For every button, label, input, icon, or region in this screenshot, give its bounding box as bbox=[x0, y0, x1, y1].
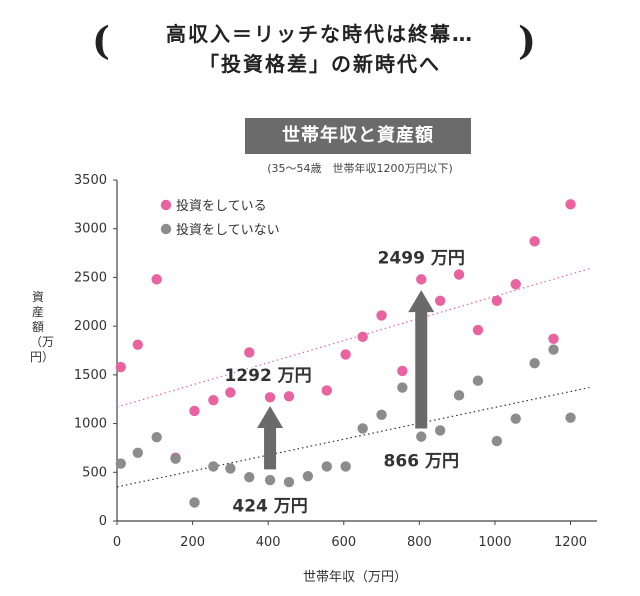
point-not-investing bbox=[376, 409, 387, 421]
point-investing bbox=[434, 295, 446, 307]
x-tick-label: 1000 bbox=[478, 535, 511, 550]
point-not-investing bbox=[472, 375, 484, 386]
point-not-investing bbox=[453, 390, 465, 401]
point-investing bbox=[472, 324, 484, 336]
value-annotation: 2499 万円 bbox=[378, 249, 465, 269]
y-tick-label: 3500 bbox=[74, 173, 107, 188]
point-not-investing bbox=[548, 344, 559, 355]
x-tick-label: 400 bbox=[256, 535, 281, 550]
point-investing bbox=[548, 333, 559, 345]
point-investing bbox=[491, 295, 503, 307]
y-axis-label: 資産額（万円） bbox=[30, 290, 55, 364]
y-tick-label: 2000 bbox=[74, 319, 107, 334]
close-paren: ) bbox=[518, 18, 536, 63]
point-investing bbox=[510, 279, 521, 290]
point-not-investing bbox=[357, 423, 368, 434]
point-not-investing bbox=[208, 461, 219, 472]
headline-line-2: 「投資格差」の新時代へ bbox=[199, 52, 441, 76]
point-investing bbox=[115, 361, 126, 373]
point-not-investing bbox=[115, 458, 126, 469]
point-investing bbox=[244, 347, 255, 358]
point-investing bbox=[189, 405, 200, 417]
legend-marker bbox=[160, 199, 172, 211]
x-axis-label: 世帯年収（万円） bbox=[302, 570, 407, 585]
point-not-investing bbox=[225, 463, 236, 474]
up-arrow bbox=[408, 290, 435, 429]
point-not-investing bbox=[434, 425, 446, 436]
headline: ( 高収入＝リッチな時代は終幕… 「投資格差」の新時代へ ) bbox=[0, 0, 640, 90]
chart-subtitle: (35〜54歳 世帯年収1200万円以下) bbox=[267, 162, 453, 175]
headline-line-1: 高収入＝リッチな時代は終幕… bbox=[166, 22, 474, 46]
point-not-investing bbox=[283, 476, 295, 488]
x-tick-label: 800 bbox=[407, 535, 432, 550]
y-tick-label: 500 bbox=[82, 465, 107, 480]
y-tick-label: 1000 bbox=[74, 417, 107, 432]
point-not-investing bbox=[321, 461, 332, 472]
value-annotation: 424 万円 bbox=[232, 497, 307, 517]
point-investing bbox=[397, 365, 408, 377]
point-not-investing bbox=[132, 447, 143, 458]
point-not-investing bbox=[151, 432, 162, 443]
y-tick-label: 3000 bbox=[74, 222, 107, 237]
point-investing bbox=[565, 199, 576, 210]
x-tick-label: 1200 bbox=[554, 535, 587, 550]
y-tick-label: 0 bbox=[99, 514, 107, 529]
trend-line-not-investing bbox=[116, 386, 590, 488]
point-not-investing bbox=[565, 412, 576, 423]
point-investing bbox=[416, 274, 427, 285]
point-investing bbox=[132, 339, 143, 350]
point-not-investing bbox=[302, 470, 314, 482]
point-not-investing bbox=[170, 453, 181, 464]
point-investing bbox=[225, 387, 236, 398]
open-paren: ( bbox=[92, 18, 110, 63]
point-investing bbox=[321, 385, 332, 396]
x-tick-label: 200 bbox=[180, 535, 205, 550]
value-annotation: 866 万円 bbox=[384, 452, 459, 472]
y-tick-label: 2500 bbox=[74, 270, 107, 285]
trend-line-investing bbox=[116, 268, 590, 408]
point-investing bbox=[340, 349, 351, 360]
legend-marker bbox=[160, 223, 172, 235]
point-not-investing bbox=[244, 471, 255, 483]
point-investing bbox=[376, 310, 387, 321]
point-not-investing bbox=[510, 413, 521, 424]
point-not-investing bbox=[529, 357, 540, 369]
point-not-investing bbox=[189, 497, 200, 508]
value-annotation: 1292 万円 bbox=[224, 366, 311, 386]
legend-label: 投資をしている bbox=[176, 198, 267, 214]
y-tick-label: 1500 bbox=[74, 368, 107, 383]
x-tick-label: 600 bbox=[331, 535, 356, 550]
point-investing bbox=[208, 394, 219, 406]
point-investing bbox=[357, 331, 368, 343]
x-tick-label: 0 bbox=[113, 535, 121, 550]
point-not-investing bbox=[264, 474, 276, 486]
point-investing bbox=[151, 274, 162, 285]
point-investing bbox=[264, 392, 276, 403]
legend-label: 投資をしていない bbox=[176, 222, 280, 238]
point-not-investing bbox=[340, 461, 351, 472]
up-arrow bbox=[257, 406, 284, 470]
point-investing bbox=[529, 236, 540, 247]
chart-title: 世帯年収と資産額 bbox=[245, 118, 471, 154]
point-not-investing bbox=[397, 382, 408, 393]
point-investing bbox=[283, 391, 295, 402]
point-investing bbox=[453, 269, 465, 280]
point-not-investing bbox=[491, 435, 503, 447]
point-not-investing bbox=[416, 431, 427, 442]
